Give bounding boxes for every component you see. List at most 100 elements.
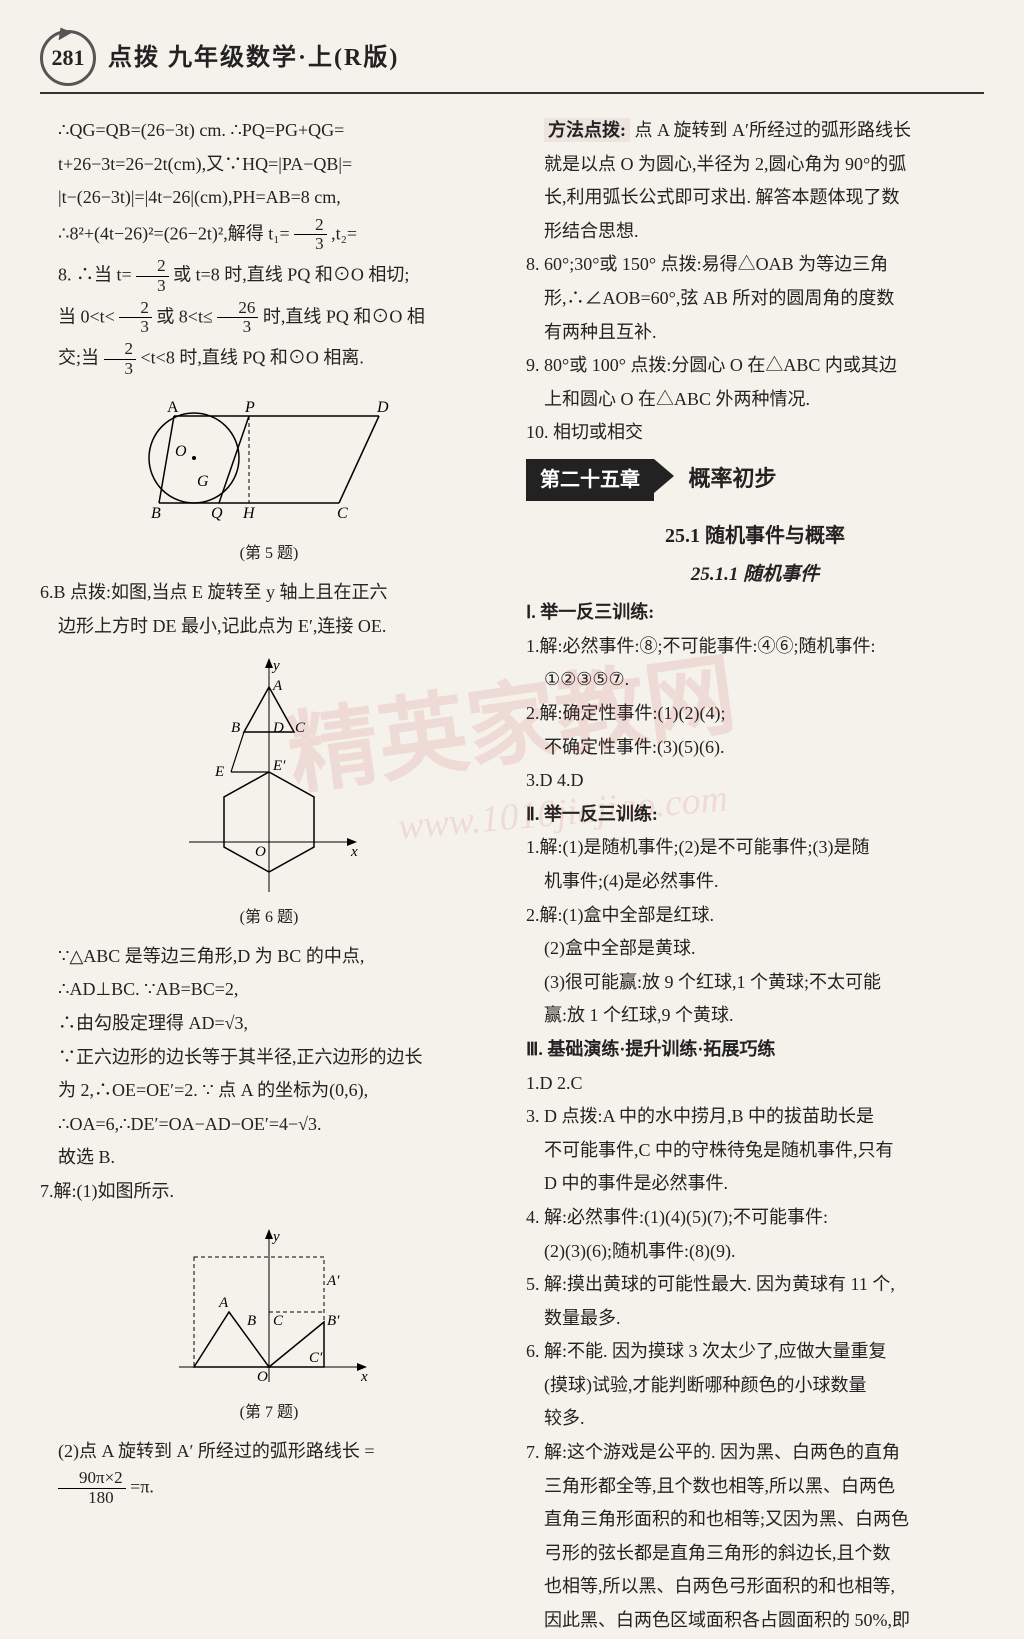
text-line: (2)点 A 旋转到 A′ 所经过的弧形路线长 = xyxy=(40,1436,498,1467)
part-heading: Ⅰ. 举一反三训练: xyxy=(526,597,984,628)
text-line: 长,利用弧长公式即可求出. 解答本题体现了数 xyxy=(526,182,984,213)
svg-text:B: B xyxy=(151,505,161,522)
chapter-title: 概率初步 xyxy=(689,466,777,491)
text-line: 1.解:(1)是随机事件;(2)是不可能事件;(3)是随 xyxy=(526,832,984,863)
text-line: 上和圆心 O 在△ABC 外两种情况. xyxy=(526,384,984,415)
figure-6: y x A B D C E E′ O (第 6 题) xyxy=(40,652,498,931)
fraction: 23 xyxy=(104,340,137,378)
text-line: 5. 解:摸出黄球的可能性最大. 因为黄球有 11 个, xyxy=(526,1269,984,1300)
chapter-banner: 第二十五章 xyxy=(526,459,654,501)
svg-text:O: O xyxy=(255,844,266,860)
text-line: 4. 解:必然事件:(1)(4)(5)(7);不可能事件: xyxy=(526,1202,984,1233)
subsection-title: 25.1.1 随机事件 xyxy=(526,559,984,591)
text-line: 9. 80°或 100° 点拨:分圆心 O 在△ABC 内或其边 xyxy=(526,350,984,381)
text-fragment: =π. xyxy=(130,1477,154,1497)
svg-text:P: P xyxy=(244,399,255,416)
svg-text:A: A xyxy=(218,1295,229,1311)
text-line: 7.解:(1)如图所示. xyxy=(40,1176,498,1207)
svg-text:D: D xyxy=(272,720,284,736)
text-fragment: 当 0<t< xyxy=(58,306,115,326)
text-line: 3. D 点拨:A 中的水中捞月,B 中的拔苗助长是 xyxy=(526,1101,984,1132)
section-title: 25.1 随机事件与概率 xyxy=(526,519,984,553)
text-line: 因此黑、白两色区域面积各占圆面积的 50%,即 xyxy=(526,1605,984,1636)
svg-text:E: E xyxy=(214,764,224,780)
fraction: 23 xyxy=(119,299,152,337)
text-line: 较多. xyxy=(526,1403,984,1434)
text-fragment: 或 8<t≤ xyxy=(156,306,213,326)
hint-box: 方法点拨: 点 A 旋转到 A′所经过的弧形路线长 xyxy=(526,115,984,146)
svg-text:O: O xyxy=(175,443,187,460)
svg-text:C′: C′ xyxy=(309,1350,323,1366)
text-line: 2.解:确定性事件:(1)(2)(4); xyxy=(526,698,984,729)
text-line: 7. 解:这个游戏是公平的. 因为黑、白两色的直角 xyxy=(526,1437,984,1468)
figure-5-caption: (第 5 题) xyxy=(40,540,498,567)
text-fragment: ∴8²+(4t−26)²=(26−2t)²,解得 t₁= xyxy=(58,223,290,243)
text-fragment: 交;当 xyxy=(58,347,99,367)
figure-6-caption: (第 6 题) xyxy=(40,904,498,931)
svg-text:A′: A′ xyxy=(326,1273,340,1289)
hint-label: 方法点拨: xyxy=(544,118,630,142)
content-columns: ∴QG=QB=(26−3t) cm. ∴PQ=PG+QG= t+26−3t=26… xyxy=(40,112,984,1639)
text-line: 有两种且互补. xyxy=(526,317,984,348)
page-header: 281 点拨 九年级数学·上(R版) xyxy=(40,30,984,94)
svg-text:D: D xyxy=(376,399,389,416)
text-line: 1.D 2.C xyxy=(526,1068,984,1099)
figure-7: y x A A′ B B′ C C′ O (第 7 题) xyxy=(40,1217,498,1426)
text-line: ∴AD⊥BC. ∵AB=BC=2, xyxy=(40,974,498,1005)
svg-text:A: A xyxy=(167,399,179,416)
text-line: 赢:放 1 个红球,9 个黄球. xyxy=(526,1000,984,1031)
text-line: 机事件;(4)是必然事件. xyxy=(526,866,984,897)
text-line: 不可能事件,C 中的守株待兔是随机事件,只有 xyxy=(526,1135,984,1166)
text-line: D 中的事件是必然事件. xyxy=(526,1168,984,1199)
svg-text:B: B xyxy=(247,1313,256,1329)
text-line: (2)(3)(6);随机事件:(8)(9). xyxy=(526,1236,984,1267)
figure-7-svg: y x A A′ B B′ C C′ O xyxy=(159,1217,379,1397)
text-line: 直角三角形面积的和也相等;又因为黑、白两色 xyxy=(526,1504,984,1535)
svg-text:y: y xyxy=(271,658,280,674)
part-heading: Ⅱ. 举一反三训练: xyxy=(526,799,984,830)
text-line: 10. 相切或相交 xyxy=(526,417,984,448)
fraction: 90π×2180 xyxy=(58,1469,126,1507)
text-line: ∴OA=6,∴DE′=OA−AD−OE′=4−√3. xyxy=(40,1109,498,1140)
svg-text:A: A xyxy=(272,678,283,694)
svg-text:Q: Q xyxy=(211,505,223,522)
svg-text:x: x xyxy=(350,844,358,860)
figure-7-caption: (第 7 题) xyxy=(40,1399,498,1426)
page-number-badge: 281 xyxy=(40,30,96,86)
text-fragment: 8. ∴当 t= xyxy=(58,264,132,284)
svg-text:O: O xyxy=(257,1369,268,1385)
part-heading: Ⅲ. 基础演练·提升训练·拓展巧练 xyxy=(526,1034,984,1065)
text-line: 2.解:(1)盒中全部是红球. xyxy=(526,900,984,931)
text-line: 1.解:必然事件:⑧;不可能事件:④⑥;随机事件: xyxy=(526,631,984,662)
text-line: 形结合思想. xyxy=(526,216,984,247)
text-line: |t−(26−3t)|=|4t−26|(cm),PH=AB=8 cm, xyxy=(40,182,498,213)
text-line: ∵△ABC 是等边三角形,D 为 BC 的中点, xyxy=(40,941,498,972)
text-line: 90π×2180 =π. xyxy=(40,1469,498,1507)
figure-5: A P D O G B Q H C (第 5 题) xyxy=(40,388,498,567)
fraction: 263 xyxy=(217,299,258,337)
text-line: 形,∴∠AOB=60°,弦 AB 所对的圆周角的度数 xyxy=(526,283,984,314)
text-line: 6. 解:不能. 因为摸球 3 次太少了,应做大量重复 xyxy=(526,1336,984,1367)
text-line: t+26−3t=26−2t(cm),又∵HQ=|PA−QB|= xyxy=(40,149,498,180)
text-line: 也相等,所以黑、白两色弓形面积的和也相等, xyxy=(526,1571,984,1602)
text-line: 为 2,∴OE=OE′=2. ∵ 点 A 的坐标为(0,6), xyxy=(40,1075,498,1106)
text-line: ∴由勾股定理得 AD=√3, xyxy=(40,1008,498,1039)
text-line: 3.D 4.D xyxy=(526,765,984,796)
text-fragment: 点 A 旋转到 A′所经过的弧形路线长 xyxy=(635,120,911,140)
svg-text:B′: B′ xyxy=(327,1313,340,1329)
text-line: (2)盒中全部是黄球. xyxy=(526,933,984,964)
svg-text:G: G xyxy=(197,473,209,490)
text-line: 8. 60°;30°或 150° 点拨:易得△OAB 为等边三角 xyxy=(526,249,984,280)
svg-text:C: C xyxy=(337,505,348,522)
figure-5-svg: A P D O G B Q H C xyxy=(139,388,399,538)
text-line: ∵正六边形的边长等于其半径,正六边形的边长 xyxy=(40,1042,498,1073)
text-fragment: <t<8 时,直线 PQ 和⊙O 相离. xyxy=(141,347,364,367)
svg-text:C: C xyxy=(295,720,306,736)
fraction: 23 xyxy=(136,257,169,295)
svg-text:B: B xyxy=(231,720,240,736)
text-line: 8. ∴当 t= 23 或 t=8 时,直线 PQ 和⊙O 相切; xyxy=(40,257,498,295)
text-fragment: ,t₂= xyxy=(331,223,357,243)
svg-text:y: y xyxy=(271,1229,280,1245)
text-line: 三角形都全等,且个数也相等,所以黑、白两色 xyxy=(526,1471,984,1502)
text-line: ∴8²+(4t−26)²=(26−2t)²,解得 t₁= 23 ,t₂= xyxy=(40,216,498,254)
